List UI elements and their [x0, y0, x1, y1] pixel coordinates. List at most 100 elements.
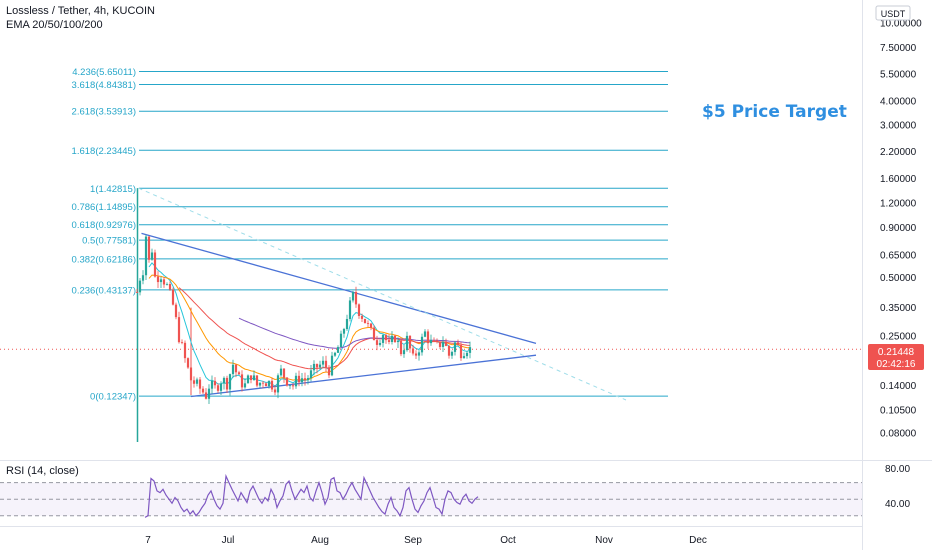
candle-body[interactable]	[363, 318, 367, 324]
candle-body[interactable]	[324, 360, 328, 368]
candle-body[interactable]	[393, 335, 397, 343]
candle-body[interactable]	[237, 372, 241, 375]
candle-body[interactable]	[264, 383, 268, 387]
candle-body[interactable]	[417, 352, 421, 356]
candle-body[interactable]	[423, 331, 427, 337]
candle-body[interactable]	[378, 342, 382, 345]
candle-body[interactable]	[186, 358, 190, 368]
candles[interactable]	[135, 234, 472, 405]
candle-body[interactable]	[348, 300, 352, 319]
candle-body[interactable]	[357, 304, 361, 316]
candle-body[interactable]	[180, 342, 184, 343]
candle-body[interactable]	[414, 353, 418, 356]
candle-body[interactable]	[285, 377, 289, 386]
triangle-trendline[interactable]	[141, 232, 537, 344]
candle-body[interactable]	[342, 329, 346, 334]
candle-body[interactable]	[372, 327, 376, 341]
currency-box[interactable]	[875, 5, 911, 21]
candle-body[interactable]	[303, 378, 307, 381]
candle-body[interactable]	[291, 385, 295, 387]
candle-body[interactable]	[225, 377, 229, 390]
projection-line[interactable]	[138, 187, 627, 401]
candle-body[interactable]	[234, 364, 238, 373]
candle-body[interactable]	[192, 380, 196, 384]
candle-body[interactable]	[450, 351, 454, 356]
candle-body[interactable]	[327, 367, 331, 376]
candle-body[interactable]	[339, 333, 343, 348]
candle-body[interactable]	[312, 363, 316, 371]
candle-body[interactable]	[429, 339, 433, 344]
candle-body[interactable]	[162, 279, 166, 285]
candle-body[interactable]	[426, 331, 430, 344]
candle-body[interactable]	[135, 292, 139, 293]
rsi-label[interactable]: RSI (14, close)	[6, 465, 79, 477]
candle-body[interactable]	[150, 252, 154, 260]
candle-body[interactable]	[273, 389, 277, 393]
candle-body[interactable]	[351, 291, 355, 301]
candle-body[interactable]	[276, 375, 280, 393]
candle-body[interactable]	[144, 236, 148, 276]
candle-body[interactable]	[321, 360, 325, 365]
candle-body[interactable]	[243, 383, 247, 388]
candle-body[interactable]	[228, 374, 232, 390]
candle-body[interactable]	[360, 315, 364, 319]
candle-body[interactable]	[369, 323, 373, 328]
candle-body[interactable]	[189, 367, 193, 381]
candle-body[interactable]	[183, 342, 187, 359]
candle-body[interactable]	[366, 323, 370, 324]
candle-body[interactable]	[465, 352, 469, 357]
candle-body[interactable]	[282, 368, 286, 378]
candle-body[interactable]	[294, 375, 298, 387]
candle-body[interactable]	[153, 252, 157, 277]
candle-body[interactable]	[210, 380, 214, 389]
candle-body[interactable]	[438, 341, 442, 347]
candle-body[interactable]	[459, 345, 463, 359]
candle-body[interactable]	[231, 364, 235, 375]
candle-body[interactable]	[330, 355, 334, 376]
candle-body[interactable]	[288, 385, 292, 387]
candle-body[interactable]	[432, 339, 436, 341]
candle-body[interactable]	[141, 275, 145, 281]
candle-body[interactable]	[390, 335, 394, 342]
candle-body[interactable]	[381, 335, 385, 343]
candle-body[interactable]	[462, 356, 466, 359]
candle-body[interactable]	[138, 280, 142, 293]
candle-body[interactable]	[156, 276, 160, 283]
candle-body[interactable]	[222, 377, 226, 384]
candle-body[interactable]	[198, 379, 202, 389]
time-axis[interactable]: 7 Jul Aug Sep Oct Nov Dec	[145, 535, 707, 546]
candle-body[interactable]	[468, 347, 472, 353]
candle-body[interactable]	[336, 347, 340, 353]
candle-body[interactable]	[435, 340, 439, 342]
candle-body[interactable]	[159, 279, 163, 283]
candle-body[interactable]	[456, 342, 460, 346]
candle-body[interactable]	[165, 284, 169, 285]
candle-body[interactable]	[174, 304, 178, 318]
candle-body[interactable]	[441, 341, 445, 347]
candle-body[interactable]	[408, 335, 412, 349]
candle-body[interactable]	[258, 382, 262, 386]
candle-body[interactable]	[306, 378, 310, 381]
candle-body[interactable]	[387, 340, 391, 342]
candle-body[interactable]	[411, 348, 415, 354]
rsi-pane[interactable]	[0, 473, 862, 518]
candle-body[interactable]	[309, 370, 313, 379]
indicator-label[interactable]: EMA 20/50/100/200	[6, 19, 103, 31]
candle-body[interactable]	[204, 392, 208, 399]
candle-body[interactable]	[267, 380, 271, 387]
candle-body[interactable]	[168, 284, 172, 290]
candle-body[interactable]	[201, 388, 205, 393]
candle-body[interactable]	[300, 378, 304, 383]
fibonacci-extension[interactable]: 4.236(5.65011) 3.618(4.84381) 2.618(3.5391…	[72, 67, 668, 442]
candle-body[interactable]	[216, 385, 220, 391]
candle-body[interactable]	[315, 363, 319, 368]
candle-body[interactable]	[447, 345, 451, 356]
candle-body[interactable]	[240, 374, 244, 388]
candle-body[interactable]	[318, 364, 322, 368]
candle-body[interactable]	[453, 342, 457, 352]
candle-body[interactable]	[384, 335, 388, 341]
candle-body[interactable]	[177, 317, 181, 343]
candle-body[interactable]	[279, 368, 283, 376]
candle-body[interactable]	[375, 340, 379, 345]
